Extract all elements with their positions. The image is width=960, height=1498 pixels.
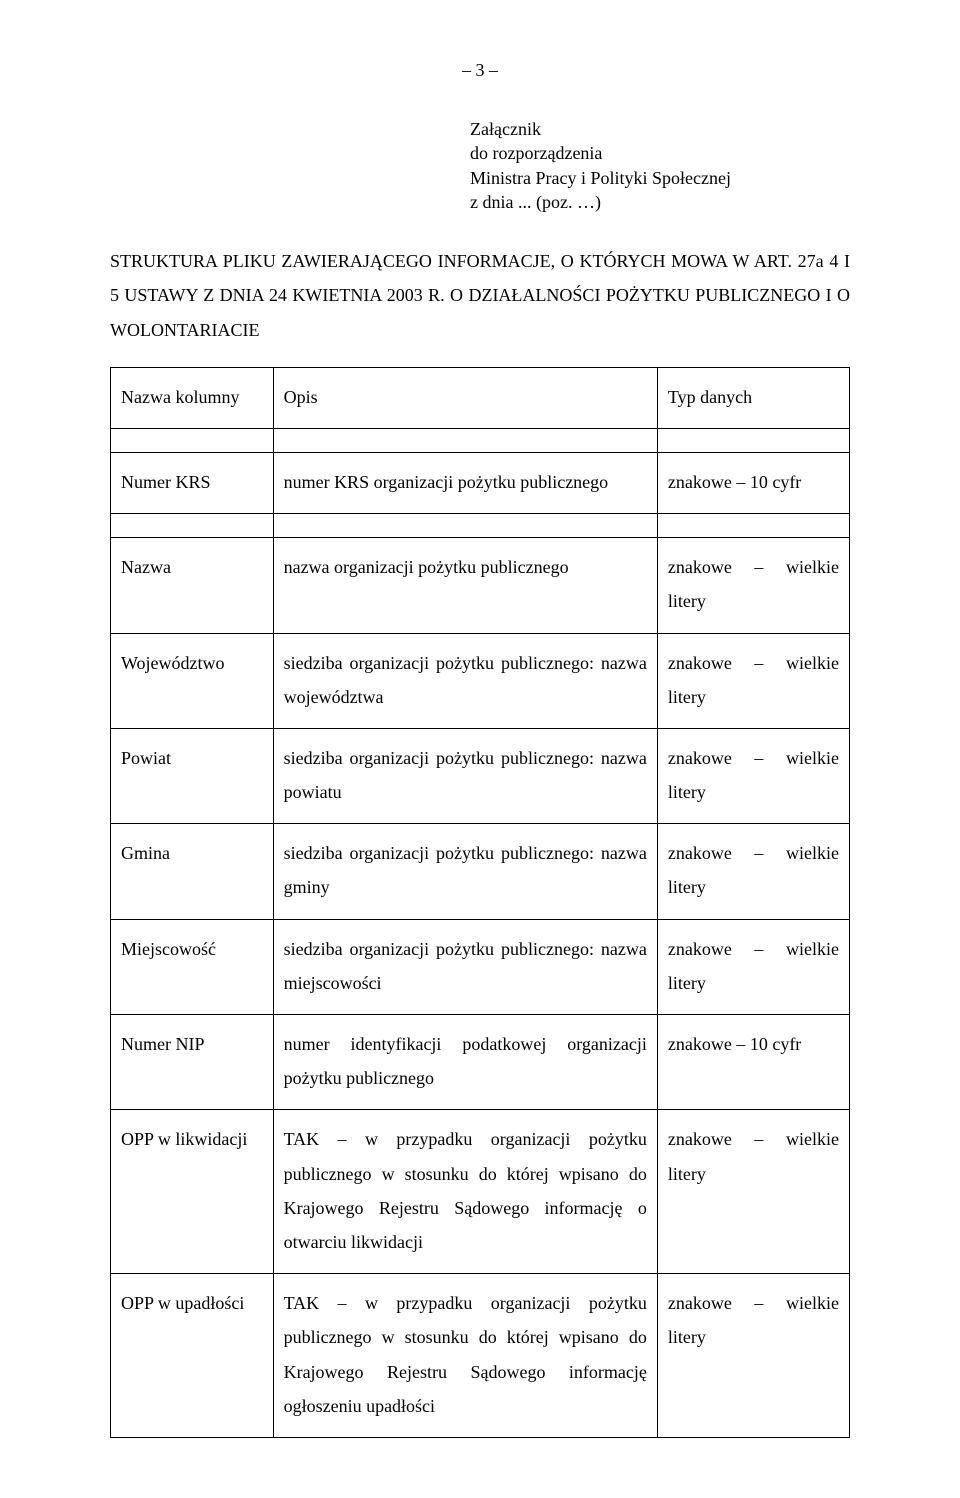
cell-type: znakowe – wielkie litery	[657, 919, 849, 1014]
cell-name: OPP w upadłości	[111, 1274, 274, 1438]
attachment-block: Załącznik do rozporządzenia Ministra Pra…	[470, 117, 850, 214]
attachment-line: Ministra Pracy i Polityki Społecznej	[470, 166, 850, 190]
table-row: Powiat siedziba organizacji pożytku publ…	[111, 728, 850, 823]
table-spacer-row	[111, 428, 850, 452]
table-spacer-row	[111, 514, 850, 538]
cell-type: znakowe – wielkie litery	[657, 728, 849, 823]
cell-type: znakowe – 10 cyfr	[657, 1015, 849, 1110]
attachment-line: do rozporządzenia	[470, 141, 850, 165]
table-row: OPP w upadłości TAK – w przypadku organi…	[111, 1274, 850, 1438]
cell-name: Numer KRS	[111, 452, 274, 513]
table-row: Miejscowość siedziba organizacji pożytku…	[111, 919, 850, 1014]
table-row: OPP w likwidacji TAK – w przypadku organ…	[111, 1110, 850, 1274]
table-row: Numer NIP numer identyfikacji podatkowej…	[111, 1015, 850, 1110]
table-header-row: Nazwa kolumny Opis Typ danych	[111, 367, 850, 428]
cell-desc: nazwa organizacji pożytku publicznego	[273, 538, 657, 633]
cell-desc: siedziba organizacji pożytku publicznego…	[273, 633, 657, 728]
header-cell-name: Nazwa kolumny	[111, 367, 274, 428]
attachment-line: Załącznik	[470, 117, 850, 141]
cell-name: Województwo	[111, 633, 274, 728]
table-row: Numer KRS numer KRS organizacji pożytku …	[111, 452, 850, 513]
cell-name: Nazwa	[111, 538, 274, 633]
cell-name: Miejscowość	[111, 919, 274, 1014]
cell-desc: siedziba organizacji pożytku publicznego…	[273, 824, 657, 919]
cell-desc: siedziba organizacji pożytku publicznego…	[273, 728, 657, 823]
cell-type: znakowe – wielkie litery	[657, 1110, 849, 1274]
table-row: Nazwa nazwa organizacji pożytku publiczn…	[111, 538, 850, 633]
cell-name: Gmina	[111, 824, 274, 919]
cell-type: znakowe – wielkie litery	[657, 633, 849, 728]
header-cell-desc: Opis	[273, 367, 657, 428]
page-number: – 3 –	[110, 60, 850, 81]
cell-type: znakowe – wielkie litery	[657, 538, 849, 633]
cell-name: Numer NIP	[111, 1015, 274, 1110]
cell-desc: TAK – w przypadku organizacji pożytku pu…	[273, 1274, 657, 1438]
cell-desc: numer identyfikacji podatkowej organizac…	[273, 1015, 657, 1110]
document-page: – 3 – Załącznik do rozporządzenia Minist…	[0, 0, 960, 1498]
cell-type: znakowe – wielkie litery	[657, 1274, 849, 1438]
attachment-line: z dnia ... (poz. …)	[470, 190, 850, 214]
cell-desc: siedziba organizacji pożytku publicznego…	[273, 919, 657, 1014]
data-table: Nazwa kolumny Opis Typ danych Numer KRS …	[110, 367, 850, 1438]
header-cell-type: Typ danych	[657, 367, 849, 428]
cell-type: znakowe – 10 cyfr	[657, 452, 849, 513]
cell-type: znakowe – wielkie litery	[657, 824, 849, 919]
cell-name: OPP w likwidacji	[111, 1110, 274, 1274]
cell-desc: numer KRS organizacji pożytku publiczneg…	[273, 452, 657, 513]
cell-name: Powiat	[111, 728, 274, 823]
table-row: Gmina siedziba organizacji pożytku publi…	[111, 824, 850, 919]
document-heading: STRUKTURA PLIKU ZAWIERAJĄCEGO INFORMACJE…	[110, 244, 850, 347]
table-row: Województwo siedziba organizacji pożytku…	[111, 633, 850, 728]
cell-desc: TAK – w przypadku organizacji pożytku pu…	[273, 1110, 657, 1274]
